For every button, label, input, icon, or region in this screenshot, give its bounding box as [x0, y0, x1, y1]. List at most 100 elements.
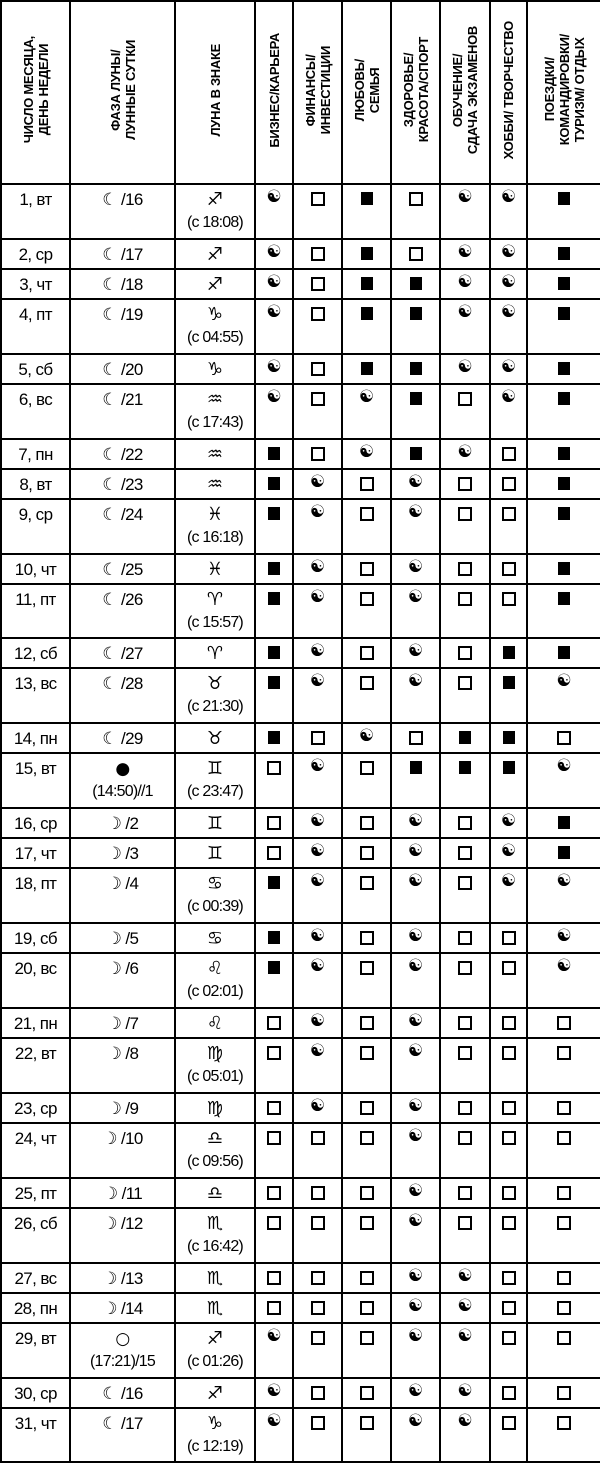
rating-cell-finance: ☯	[292, 1037, 343, 1094]
lunar-day: /23	[116, 474, 143, 494]
rating-cell-education: ☯	[439, 1321, 491, 1379]
date-cell: 10, чт	[0, 552, 71, 585]
filled-square-icon	[558, 246, 570, 260]
header-line: ХОББИ/ ТВОРЧЕСТВО	[501, 20, 516, 160]
phase-cell: ☽ /9	[69, 1091, 176, 1124]
yin-yang-icon: ☯	[309, 811, 326, 832]
zodiac-sign-icon: ♎︎	[206, 1182, 224, 1204]
date-cell: 1, вт	[0, 183, 71, 240]
empty-square-icon	[557, 731, 571, 746]
empty-square-icon	[267, 1016, 281, 1031]
yin-yang-icon: ☯	[407, 926, 424, 947]
table-body: 1, вт ☾ /16 ♐︎ (с 18:08) ☯ ☯ ☯ 2, ср ☾ /17 ♐︎ ☯ ☯ ☯ 3…	[0, 183, 600, 1464]
yin-yang-icon: ☯	[500, 241, 517, 262]
yin-yang-icon: ☯	[556, 756, 572, 777]
phase-line: ●	[71, 754, 174, 779]
date-cell: 22, вт	[0, 1037, 71, 1094]
filled-square-icon	[558, 476, 570, 490]
zodiac-sign-icon: ♉︎	[206, 673, 224, 695]
header-date: ЧИСЛО МЕСЯЦА, ДЕНЬ НЕДЕЛИ	[0, 0, 71, 185]
phase-line: ☽ /7	[71, 1009, 174, 1034]
lunar-day: /11	[117, 1183, 143, 1203]
zodiac-sign-icon: ♐︎	[206, 1327, 224, 1349]
date-cell: 15, вт	[0, 752, 71, 810]
phase-cell: ☽ /12	[69, 1206, 176, 1264]
rating-cell-love	[341, 183, 392, 240]
date-label: 23, ср	[14, 1098, 57, 1118]
phase-line: ☽ /10	[71, 1124, 174, 1149]
yin-yang-icon: ☯	[309, 926, 326, 947]
zodiac-sign-icon: ♍︎	[206, 1097, 224, 1119]
sign-cell: ♏︎	[174, 1261, 256, 1294]
yin-yang-icon: ☯	[457, 241, 473, 262]
rating-cell-health: ☯	[390, 552, 441, 585]
rating-cell-love: ☯	[341, 722, 392, 755]
filled-square-icon	[558, 591, 570, 605]
lunar-day: /20	[116, 359, 143, 379]
sign-cell: ♌︎ (с 02:01)	[174, 952, 256, 1010]
phase-line: ☽ /11	[71, 1179, 174, 1204]
rating-cell-hobby: ☯	[489, 297, 528, 355]
rating-cell-health	[390, 237, 441, 270]
empty-square-icon	[458, 1215, 472, 1230]
rating-cell-business	[254, 1121, 294, 1179]
rating-cell-hobby: ☯	[489, 352, 528, 385]
phase-cell: ☾ /26	[69, 582, 176, 640]
yin-yang-icon: ☯	[407, 871, 424, 892]
phase-cell: ☽ /10	[69, 1121, 176, 1179]
rating-cell-finance: ☯	[292, 922, 343, 955]
empty-square-icon	[359, 1385, 374, 1400]
phase-line: ☽ /8	[71, 1039, 174, 1064]
header-line: ДЕНЬ НЕДЕЛИ	[35, 44, 51, 136]
yin-yang-icon: ☯	[309, 586, 326, 607]
rating-cell-travel	[526, 807, 600, 840]
empty-square-icon	[501, 446, 516, 461]
date-cell: 26, сб	[0, 1206, 71, 1264]
rating-cell-love	[341, 837, 392, 870]
rating-cell-business: ☯	[254, 267, 294, 300]
rating-cell-education	[439, 582, 491, 640]
empty-square-icon	[557, 1330, 571, 1345]
table-row: 26, сб ☽ /12 ♏︎ (с 16:42) ☯	[0, 1206, 600, 1264]
moon-phase-icon: ☽	[106, 929, 122, 950]
empty-square-icon	[501, 1046, 516, 1061]
yin-yang-icon: ☯	[358, 441, 375, 462]
rating-cell-love	[341, 1321, 392, 1379]
table-row: 21, пн ☽ /7 ♌︎ ☯ ☯	[0, 1007, 600, 1040]
sign-entry-time: (с 00:39)	[187, 898, 244, 916]
rating-cell-health: ☯	[390, 1206, 441, 1264]
empty-square-icon	[359, 761, 374, 776]
zodiac-sign-icon: ♌︎	[206, 1013, 224, 1035]
empty-square-icon	[310, 1185, 325, 1200]
date-cell: 21, пн	[0, 1007, 71, 1040]
moon-phase-icon: ☽	[106, 1014, 122, 1035]
rating-cell-love	[341, 1121, 392, 1179]
filled-square-icon	[360, 246, 373, 260]
zodiac-sign-icon: ♋︎	[206, 928, 224, 950]
rating-cell-travel	[526, 1121, 600, 1179]
phase-cell: ☾ /19	[69, 297, 176, 355]
yin-yang-icon: ☯	[358, 386, 375, 407]
header-line: ФИНАНСЫ/	[302, 54, 318, 126]
yin-yang-icon: ☯	[407, 1295, 424, 1316]
sign-entry-time: (с 21:30)	[187, 698, 244, 716]
phase-cell: ☽ /6	[69, 952, 176, 1010]
empty-square-icon	[557, 1046, 571, 1061]
moon-phase-icon: ☾	[102, 304, 117, 325]
zodiac-sign-icon: ♏︎	[206, 1212, 224, 1234]
date-label: 8, вт	[19, 474, 52, 494]
header-love: ЛЮБОВЬ/СЕМЬЯ	[341, 0, 392, 185]
moon-phase-icon: ☽	[106, 1098, 122, 1119]
rating-cell-travel: ☯	[526, 952, 600, 1010]
table-row: 8, вт ☾ /23 ♒︎ ☯ ☯	[0, 467, 600, 500]
yin-yang-icon: ☯	[457, 1295, 473, 1316]
phase-line: ☾ /18	[71, 270, 174, 295]
rating-cell-love	[341, 552, 392, 585]
rating-cell-finance	[292, 382, 343, 440]
table-row: 11, пт ☾ /26 ♈︎ (с 15:57) ☯ ☯	[0, 582, 600, 640]
rating-cell-finance: ☯	[292, 752, 343, 810]
rating-cell-health	[390, 352, 441, 385]
rating-cell-health	[390, 382, 441, 440]
header-row: ЧИСЛО МЕСЯЦА, ДЕНЬ НЕДЕЛИ ФАЗА ЛУНЫ/ЛУННЫЕ…	[0, 0, 600, 185]
zodiac-sign-icon: ♐︎	[206, 243, 224, 265]
